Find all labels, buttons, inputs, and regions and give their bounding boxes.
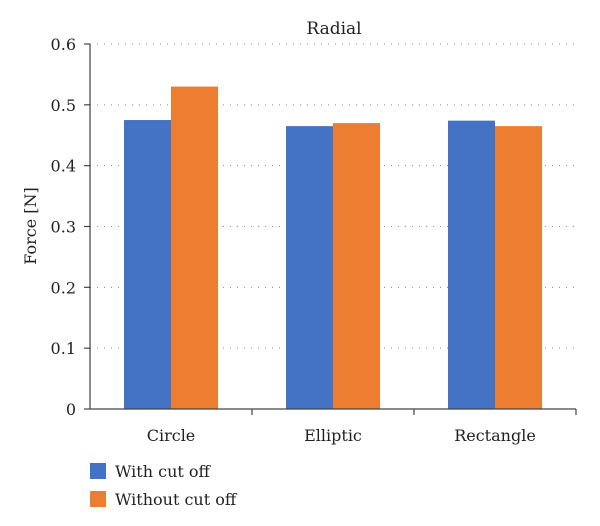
y-tick-label: 0.1 xyxy=(51,339,76,358)
legend-swatch xyxy=(90,463,106,479)
legend: With cut off Without cut off xyxy=(90,462,238,509)
legend-label: With cut off xyxy=(115,462,212,481)
tick-labels: 0 0.1 0.2 0.3 0.4 0.5 0.6 Circle Elliptic Rectang… xyxy=(51,35,536,445)
chart-title: Radial xyxy=(306,19,361,39)
legend-swatch xyxy=(90,491,106,507)
x-tick-label: Elliptic xyxy=(304,426,362,445)
y-tick-label: 0.3 xyxy=(51,218,76,237)
y-tick-label: 0.2 xyxy=(51,278,76,297)
axes xyxy=(84,43,577,415)
legend-label: Without cut off xyxy=(115,490,238,509)
y-tick-label: 0.5 xyxy=(51,96,76,115)
x-tick-label: Rectangle xyxy=(454,426,536,445)
bar-with-cut-off-rectangle xyxy=(448,120,495,410)
x-tick-label: Circle xyxy=(147,426,196,445)
bars xyxy=(124,86,542,410)
bar-with-cut-off-elliptic xyxy=(286,126,333,409)
bar-without-cut-off-rectangle xyxy=(495,126,542,409)
bar-without-cut-off-circle xyxy=(171,86,218,409)
y-tick-label: 0.6 xyxy=(51,35,76,54)
y-axis-label: Force [N] xyxy=(21,187,40,265)
y-tick-label: 0 xyxy=(66,400,76,419)
y-tick-label: 0.4 xyxy=(51,157,76,176)
bar-without-cut-off-elliptic xyxy=(333,123,380,409)
bar-with-cut-off-circle xyxy=(124,120,171,410)
